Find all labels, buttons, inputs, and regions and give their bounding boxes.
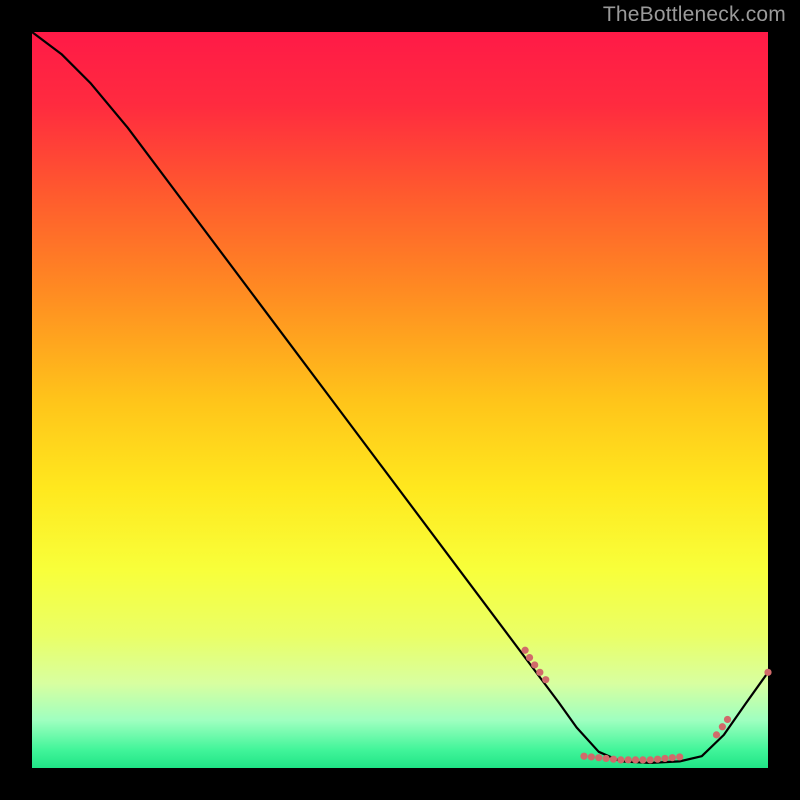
marker-dot: [713, 731, 720, 738]
marker-dot: [526, 654, 533, 661]
marker-dot: [536, 669, 543, 676]
bottleneck-curve-chart: [32, 32, 768, 768]
marker-dot: [610, 756, 617, 763]
marker-dot: [602, 755, 609, 762]
marker-dot: [719, 723, 726, 730]
marker-dot: [669, 754, 676, 761]
marker-dot: [531, 661, 538, 668]
marker-dot: [617, 756, 624, 763]
marker-dot: [632, 756, 639, 763]
marker-dot: [654, 756, 661, 763]
watermark-label: TheBottleneck.com: [603, 3, 786, 27]
marker-dot: [588, 753, 595, 760]
marker-dot: [580, 753, 587, 760]
marker-dot: [595, 754, 602, 761]
marker-dot: [639, 756, 646, 763]
marker-dot: [676, 753, 683, 760]
marker-dot: [764, 669, 771, 676]
marker-dot: [522, 647, 529, 654]
marker-dot: [724, 716, 731, 723]
bottleneck-curve: [32, 32, 768, 763]
marker-dot: [542, 676, 549, 683]
marker-dot: [625, 756, 632, 763]
marker-dot: [661, 755, 668, 762]
marker-dot: [647, 756, 654, 763]
